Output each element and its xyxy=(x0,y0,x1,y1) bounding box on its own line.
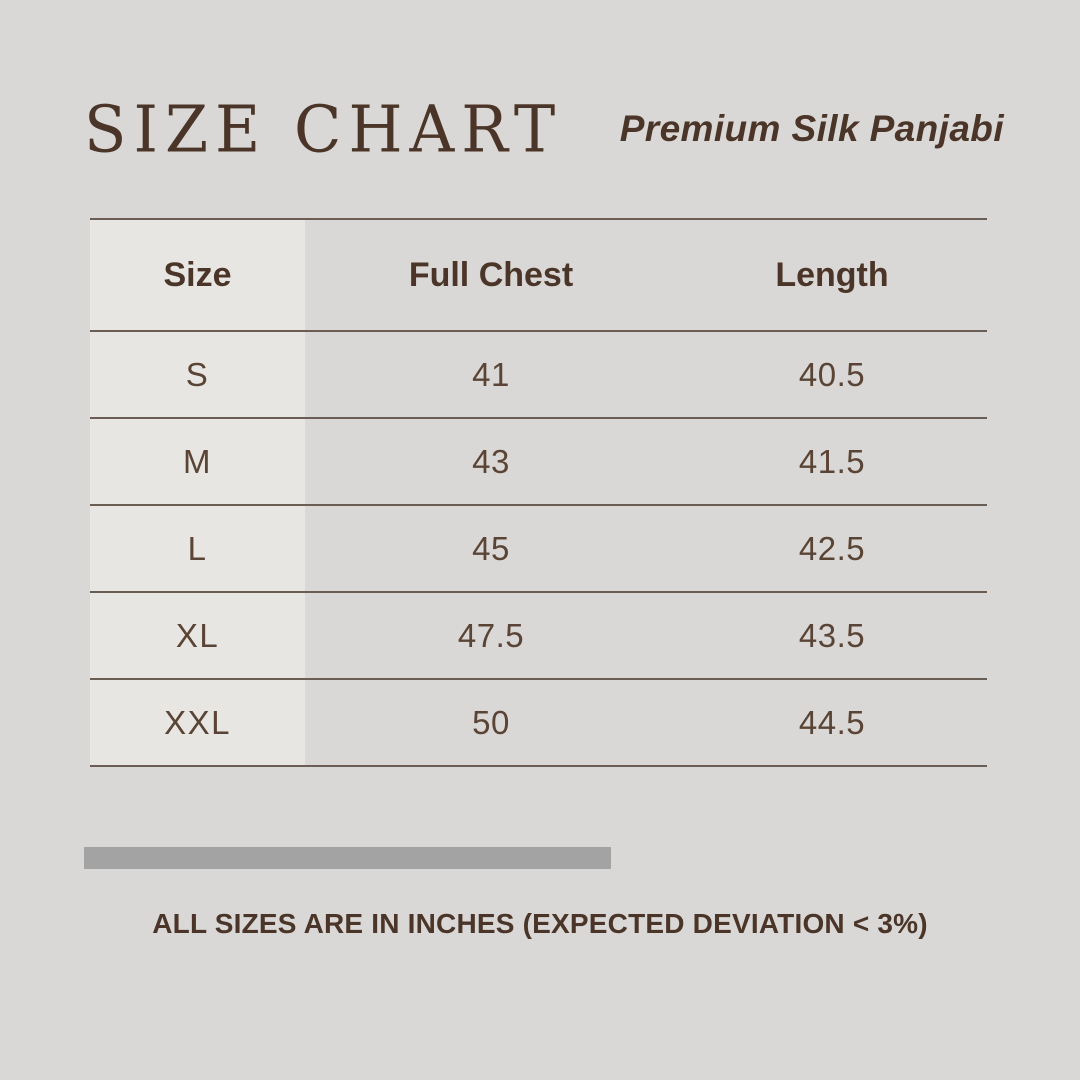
cell-full-chest: 45 xyxy=(472,529,510,567)
table-body: S 41 40.5 M 43 41.5 L 45 42.5 XL 47.5 xyxy=(90,331,987,766)
cell-size: XXL xyxy=(164,703,231,741)
cell-full-chest: 50 xyxy=(472,703,510,741)
table-row: S 41 40.5 xyxy=(90,331,987,418)
cell-size: L xyxy=(187,529,208,567)
cell-length: 40.5 xyxy=(798,355,866,393)
cell-full-chest: 47.5 xyxy=(457,616,525,654)
table-row: XXL 50 44.5 xyxy=(90,679,987,766)
product-subtitle: Premium Silk Panjabi xyxy=(619,108,1004,149)
cell-length: 44.5 xyxy=(798,703,866,741)
page-header: SIZE CHART Premium Silk Panjabi xyxy=(0,90,1080,172)
cell-full-chest: 41 xyxy=(472,355,510,393)
footer-note: ALL SIZES ARE IN INCHES (EXPECTED DEVIAT… xyxy=(152,908,928,939)
page-title: SIZE CHART xyxy=(84,90,563,167)
cell-length: 43.5 xyxy=(798,616,866,654)
cell-full-chest: 43 xyxy=(472,442,510,480)
table-row: L 45 42.5 xyxy=(90,505,987,592)
size-table-container: Size Full Chest Length S 41 40.5 M 43 41… xyxy=(90,218,987,767)
cell-size: XL xyxy=(175,616,220,654)
cell-size: S xyxy=(185,355,210,393)
table-header-row: Size Full Chest Length xyxy=(90,219,987,331)
table-row: XL 47.5 43.5 xyxy=(90,592,987,679)
table-row: M 43 41.5 xyxy=(90,418,987,505)
cell-size: M xyxy=(183,442,212,480)
column-header-full-chest: Full Chest xyxy=(408,255,574,294)
cell-length: 42.5 xyxy=(798,529,866,567)
size-table: Size Full Chest Length S 41 40.5 M 43 41… xyxy=(90,218,987,767)
column-header-length: Length xyxy=(775,255,889,294)
footer-divider-bar xyxy=(84,847,611,869)
column-header-size: Size xyxy=(163,255,232,294)
table-head: Size Full Chest Length xyxy=(90,219,987,331)
cell-length: 41.5 xyxy=(798,442,866,480)
